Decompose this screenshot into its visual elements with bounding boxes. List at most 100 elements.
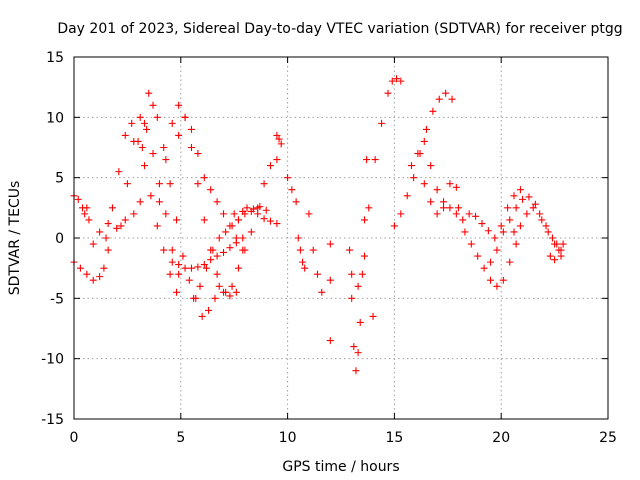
x-tick-label: 25 xyxy=(599,430,617,446)
data-point xyxy=(548,234,556,242)
satellite-arc-6 xyxy=(140,89,219,320)
satellite-arc-20 xyxy=(420,180,460,218)
data-point xyxy=(168,119,176,127)
data-point xyxy=(420,137,428,145)
data-point xyxy=(181,264,189,272)
data-point xyxy=(104,246,112,254)
satellite-arc-25 xyxy=(546,240,567,264)
data-point xyxy=(551,256,559,264)
data-point xyxy=(284,174,292,182)
data-point xyxy=(96,228,104,236)
satellite-arc-12 xyxy=(230,203,270,224)
x-tick-label: 15 xyxy=(385,430,403,446)
data-point xyxy=(185,276,193,284)
data-point xyxy=(480,264,488,272)
data-point xyxy=(175,270,183,278)
data-point xyxy=(115,168,123,176)
data-point xyxy=(346,246,354,254)
data-point xyxy=(181,113,189,121)
data-point xyxy=(294,234,302,242)
data-point xyxy=(123,180,131,188)
data-point xyxy=(222,228,230,236)
data-point xyxy=(292,198,300,206)
data-point xyxy=(166,270,174,278)
data-point xyxy=(350,343,358,351)
data-point xyxy=(525,193,533,201)
data-point xyxy=(153,222,161,230)
data-point xyxy=(446,180,454,188)
satellite-arc-5 xyxy=(117,113,183,278)
data-point xyxy=(89,276,97,284)
data-point xyxy=(200,216,208,224)
data-point xyxy=(440,204,448,212)
data-point xyxy=(175,261,183,269)
data-point xyxy=(160,144,168,151)
data-point xyxy=(277,140,285,148)
data-point xyxy=(314,270,322,278)
y-tick-label: 5 xyxy=(55,171,64,187)
y-tick-label: -10 xyxy=(41,352,64,368)
data-point xyxy=(472,212,480,220)
data-point xyxy=(102,234,110,242)
satellite-arc-24 xyxy=(510,204,565,254)
data-point xyxy=(130,210,138,218)
satellite-arc-9 xyxy=(168,234,247,272)
satellite-arc-2 xyxy=(70,246,112,284)
data-point xyxy=(209,246,217,254)
satellite-arc-19 xyxy=(407,137,467,224)
data-point xyxy=(155,198,163,206)
data-point xyxy=(168,258,176,266)
data-point xyxy=(273,131,281,139)
data-point xyxy=(194,150,202,158)
data-point xyxy=(429,107,437,115)
data-point xyxy=(162,156,170,164)
x-tick-label: 10 xyxy=(279,430,297,446)
data-point xyxy=(121,131,129,139)
data-point xyxy=(104,220,112,228)
data-point xyxy=(175,131,183,139)
data-point xyxy=(260,215,268,223)
data-point xyxy=(145,89,153,97)
data-point xyxy=(179,252,187,260)
y-tick-label: -5 xyxy=(50,291,64,307)
data-point xyxy=(553,240,561,248)
data-point xyxy=(326,240,334,248)
data-point xyxy=(128,119,136,127)
data-point xyxy=(173,216,181,224)
data-point xyxy=(446,204,454,212)
satellite-arc-17 xyxy=(348,75,405,290)
data-point xyxy=(478,220,486,228)
data-point xyxy=(388,77,396,85)
data-point xyxy=(196,282,204,290)
data-point xyxy=(559,240,567,248)
data-point xyxy=(211,294,219,302)
data-point xyxy=(153,113,161,121)
data-point xyxy=(226,292,234,300)
data-point xyxy=(228,222,236,230)
data-point xyxy=(296,246,304,254)
data-point xyxy=(536,210,544,218)
data-point xyxy=(187,264,195,272)
data-point xyxy=(393,75,401,83)
data-point xyxy=(147,192,155,200)
data-point xyxy=(166,180,174,188)
data-point xyxy=(363,156,371,164)
data-point xyxy=(187,144,195,151)
data-point xyxy=(275,135,283,143)
data-point xyxy=(397,210,405,218)
satellite-arc-14 xyxy=(284,174,309,272)
data-point xyxy=(354,282,362,290)
data-point xyxy=(352,367,360,375)
data-point xyxy=(215,234,223,242)
satellite-arc-23 xyxy=(487,193,565,266)
data-point xyxy=(260,180,268,188)
data-point xyxy=(427,198,435,206)
data-point xyxy=(83,270,91,278)
data-point xyxy=(523,210,531,218)
data-point xyxy=(288,186,296,194)
data-point xyxy=(326,337,334,345)
satellite-arc-15 xyxy=(305,210,334,345)
data-point xyxy=(149,150,157,158)
data-point xyxy=(200,261,208,269)
data-point xyxy=(414,150,422,158)
